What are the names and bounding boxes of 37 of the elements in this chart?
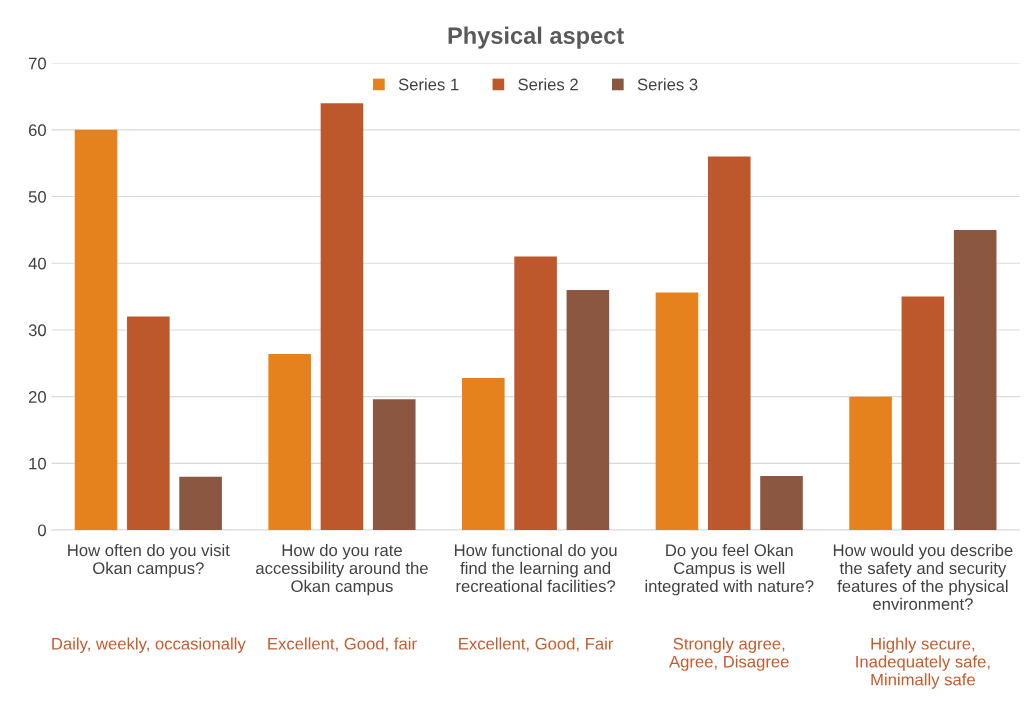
- y-tick-label: 60: [28, 124, 46, 137]
- bar: [707, 156, 751, 531]
- chart-title: Physical aspect: [448, 26, 624, 49]
- legend-label: Series 3: [637, 78, 698, 91]
- bar: [179, 476, 222, 531]
- bar: [953, 229, 997, 531]
- text: Excellent, Good, fair: [268, 637, 417, 652]
- y-tick-label: 30: [28, 324, 46, 337]
- text: Highly secure, Inadequately safe, Minimally safe: [856, 637, 990, 689]
- legend-label: Series 1: [398, 78, 459, 91]
- y-tick-label: 70: [28, 57, 46, 70]
- bar: [514, 256, 557, 531]
- x-tick-label: How often do you visit Okan campus?: [68, 543, 230, 578]
- bar: [320, 103, 364, 531]
- bar: [462, 377, 505, 531]
- y-tick-label: 0: [38, 524, 46, 537]
- text: Excellent, Good, Fair: [459, 637, 614, 652]
- bar: [566, 289, 610, 531]
- bar: [127, 316, 170, 531]
- y-tick-label: 40: [28, 257, 46, 270]
- x-tick-label: How functional do you find the learning and recreational facilities?: [454, 543, 617, 593]
- bar: [74, 129, 118, 531]
- y-tick-label: 50: [28, 190, 46, 203]
- legend-label: Series 2: [518, 78, 578, 91]
- text: Strongly agree, Agree, Disagree: [669, 637, 789, 671]
- x-tick-label: Do you feel Okan Campus is well integrated with nature?: [645, 543, 814, 596]
- text: Daily, weekly, occasionally: [52, 637, 246, 653]
- bar: [268, 353, 311, 531]
- y-tick-label: 20: [28, 391, 46, 403]
- bar: [655, 292, 699, 531]
- y-tick-label: 10: [29, 457, 46, 470]
- x-tick-label: How do you rate accessibility around the Okan campus: [256, 543, 428, 596]
- bar: [760, 475, 803, 531]
- x-tick-label: How would you describe the safety and security features of the physical environment?: [833, 543, 1013, 610]
- bar: [372, 399, 416, 531]
- bar: [901, 296, 945, 531]
- bar: [849, 396, 892, 531]
